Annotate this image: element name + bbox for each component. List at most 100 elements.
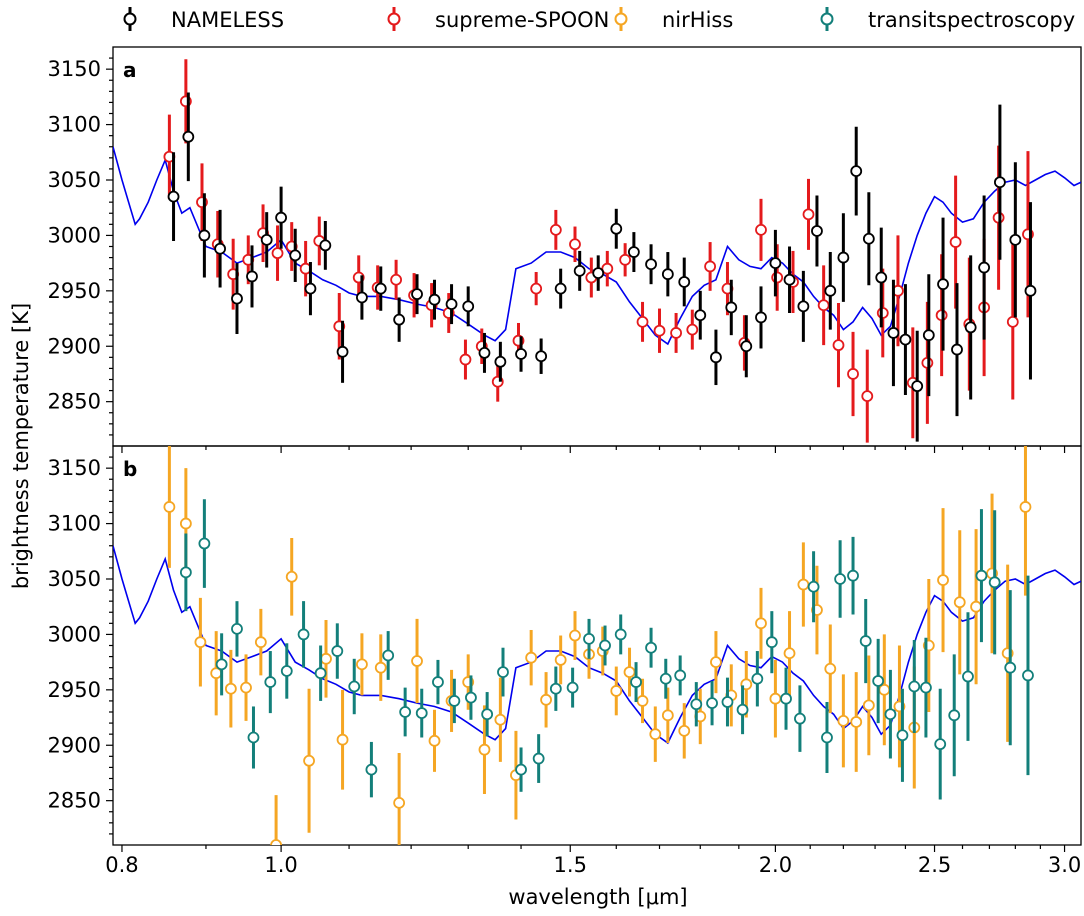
data-point bbox=[445, 298, 458, 311]
data-point bbox=[817, 299, 830, 312]
data-point bbox=[348, 680, 361, 693]
data-point bbox=[934, 738, 947, 751]
data-point bbox=[254, 636, 267, 649]
series-transitspectroscopy bbox=[179, 499, 1034, 800]
data-point bbox=[260, 233, 273, 246]
data-point bbox=[884, 708, 897, 721]
y-tick-label: 2900 bbox=[48, 733, 101, 757]
x-tick-label: 0.8 bbox=[105, 853, 138, 877]
x-tick-label: 3.0 bbox=[1048, 853, 1081, 877]
legend: NAMELESS supreme-SPOON nirHiss transitspect… bbox=[123, 7, 1075, 32]
data-point bbox=[194, 636, 207, 649]
y-tick-label: 3100 bbox=[48, 512, 101, 536]
data-point bbox=[549, 223, 562, 236]
data-point bbox=[198, 229, 211, 242]
data-point bbox=[797, 578, 810, 591]
data-point bbox=[908, 680, 921, 693]
data-point bbox=[694, 309, 707, 322]
data-point bbox=[661, 268, 674, 281]
data-point bbox=[481, 708, 494, 721]
data-point bbox=[494, 713, 507, 726]
y-tick-label: 2900 bbox=[48, 334, 101, 358]
data-point bbox=[686, 323, 699, 336]
data-point bbox=[1019, 501, 1032, 513]
data-point bbox=[861, 390, 874, 403]
data-point bbox=[549, 682, 562, 695]
series-NAMELESS bbox=[167, 92, 1037, 442]
data-point bbox=[811, 225, 823, 237]
data-point bbox=[289, 249, 302, 262]
data-point bbox=[246, 270, 258, 283]
panel-a: 2850 2900 2950 3000 3050 3100 3150 a bbox=[48, 46, 1082, 453]
data-point bbox=[876, 307, 889, 319]
data-point bbox=[331, 645, 344, 657]
data-point bbox=[797, 300, 810, 313]
legend-marker bbox=[123, 12, 137, 26]
data-point bbox=[975, 569, 988, 582]
data-point bbox=[994, 176, 1006, 189]
data-point bbox=[645, 641, 657, 654]
data-point bbox=[432, 676, 444, 688]
data-point bbox=[478, 346, 491, 359]
data-point bbox=[850, 716, 863, 728]
y-tick-label: 3050 bbox=[48, 567, 101, 591]
y-tick-label: 2950 bbox=[48, 279, 101, 303]
data-point bbox=[988, 576, 1001, 589]
data-point bbox=[875, 271, 888, 284]
data-point bbox=[240, 681, 252, 694]
y-tick-label: 3100 bbox=[48, 113, 101, 137]
data-point bbox=[271, 247, 284, 260]
y-tick-label: 3150 bbox=[48, 456, 101, 480]
data-point bbox=[765, 636, 778, 649]
data-point bbox=[649, 728, 662, 741]
data-point bbox=[847, 569, 859, 582]
panel-letter: a bbox=[123, 58, 137, 82]
data-point bbox=[459, 353, 472, 366]
data-point bbox=[751, 672, 764, 685]
y-axis-label: brightness temperature [K] bbox=[9, 303, 33, 589]
data-point bbox=[922, 329, 935, 342]
data-point bbox=[304, 282, 317, 295]
legend-label: nirHiss bbox=[662, 8, 733, 32]
data-point bbox=[411, 655, 423, 667]
legend-label: supreme-SPOON bbox=[435, 8, 609, 32]
data-point bbox=[554, 654, 567, 666]
y-tick-label: 2950 bbox=[48, 678, 101, 702]
data-point bbox=[320, 652, 332, 665]
data-point bbox=[610, 222, 623, 235]
x-axis: 0.8 1.0 1.5 2.0 2.5 3.0 bbox=[105, 853, 1081, 877]
data-point bbox=[661, 709, 674, 722]
data-point bbox=[850, 165, 863, 178]
data-point bbox=[1004, 661, 1017, 674]
data-point bbox=[878, 683, 891, 696]
legend-marker bbox=[614, 12, 628, 26]
data-point bbox=[834, 573, 847, 585]
data-point bbox=[535, 350, 548, 363]
data-point bbox=[231, 622, 243, 635]
data-point bbox=[710, 351, 722, 364]
data-point bbox=[478, 743, 491, 756]
data-point bbox=[674, 669, 687, 682]
panel-letter: b bbox=[123, 457, 137, 481]
data-point bbox=[336, 733, 349, 746]
y-tick-label: 2850 bbox=[48, 390, 101, 414]
data-point bbox=[802, 208, 815, 221]
data-point bbox=[465, 691, 477, 704]
data-point bbox=[964, 321, 977, 334]
legend-label: NAMELESS bbox=[171, 8, 284, 32]
data-point bbox=[393, 796, 406, 809]
data-point bbox=[951, 343, 963, 356]
data-point bbox=[755, 223, 767, 236]
data-point bbox=[374, 661, 387, 674]
data-point bbox=[592, 267, 605, 280]
legend-item: transitspectroscopy bbox=[820, 7, 1075, 32]
data-point bbox=[948, 709, 961, 722]
data-point bbox=[1022, 669, 1034, 682]
data-point bbox=[659, 672, 672, 685]
data-point bbox=[710, 656, 722, 669]
legend-marker bbox=[820, 12, 834, 26]
x-tick-label: 2.5 bbox=[918, 853, 951, 877]
data-point bbox=[736, 703, 749, 716]
y-tick-label: 3050 bbox=[48, 168, 101, 192]
legend-label: transitspectroscopy bbox=[868, 8, 1075, 32]
